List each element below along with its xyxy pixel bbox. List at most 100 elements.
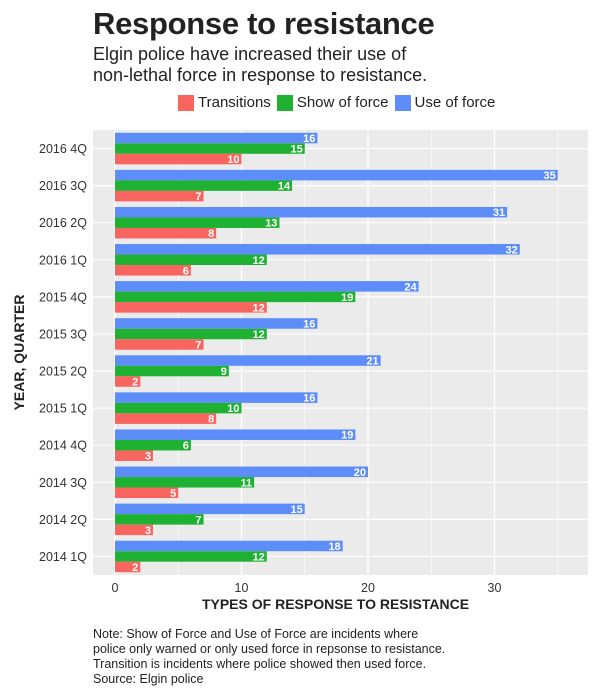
x-tick-label: 10 (235, 581, 249, 595)
bar-transitions-2014-2q (115, 524, 153, 536)
bars (115, 132, 558, 573)
bar-use-of-force-2014-1q (115, 540, 343, 552)
bar-show-of-force-2016-3q (115, 180, 293, 191)
data-label-show-of-force-2016-1q: 12 (253, 255, 265, 267)
bar-transitions-2015-4q (115, 302, 267, 313)
data-label-use-of-force-2015-2q: 21 (366, 356, 378, 368)
x-tick-label: 0 (112, 581, 119, 595)
bar-use-of-force-2015-3q (115, 318, 318, 329)
legend-label-use-of-force: Use of force (414, 94, 496, 111)
data-label-transitions-2014-2q: 3 (145, 525, 151, 537)
y-tick-label: 2014 1Q (39, 550, 87, 564)
plot-panel (93, 130, 588, 575)
bar-use-of-force-2016-4q (115, 132, 318, 144)
bar-use-of-force-2014-4q (115, 429, 356, 440)
y-tick-label: 2015 1Q (39, 402, 87, 416)
y-tick-label: 2016 4Q (39, 142, 87, 156)
bar-show-of-force-2014-4q (115, 439, 191, 451)
bar-transitions-2015-3q (115, 339, 204, 350)
bar-show-of-force-2016-1q (115, 254, 267, 266)
legend-item-show-of-force: Show of force (276, 94, 389, 111)
data-label-use-of-force-2015-4q: 24 (404, 281, 417, 293)
data-label-show-of-force-2016-4q: 15 (291, 144, 303, 156)
y-tick-label: 2014 2Q (39, 513, 87, 527)
bar-transitions-2016-4q (115, 153, 242, 165)
data-label-transitions-2016-1q: 6 (183, 265, 189, 277)
data-label-show-of-force-2015-4q: 19 (341, 292, 353, 304)
bar-show-of-force-2015-4q (115, 291, 356, 303)
x-tick-label: 20 (361, 581, 375, 595)
y-tick-label: 2016 3Q (39, 179, 87, 193)
chart-note: Note: Show of Force and Use of Force are… (93, 627, 446, 686)
bar-show-of-force-2015-3q (115, 328, 267, 340)
data-label-transitions-2015-4q: 12 (253, 302, 265, 314)
legend-item-use-of-force: Use of force (394, 94, 496, 111)
legend-label-transitions: Transitions (198, 94, 271, 111)
data-label-transitions-2016-4q: 10 (227, 154, 239, 166)
y-tick-labels: 2016 4Q 2016 3Q 2016 2Q 2016 1Q 2015 4Q 2015 … (39, 142, 87, 564)
data-label-transitions-2014-3q: 5 (170, 488, 176, 500)
bar-show-of-force-2015-1q (115, 402, 242, 414)
data-label-transitions-2015-2q: 2 (132, 377, 138, 389)
bar-transitions-2015-2q (115, 376, 141, 387)
bar-transitions-2016-1q (115, 265, 191, 276)
data-label-use-of-force-2014-4q: 19 (341, 430, 353, 442)
bar-show-of-force-2016-4q (115, 143, 305, 154)
legend-swatch-transitions (178, 94, 194, 111)
bar-transitions-2014-1q (115, 561, 141, 573)
bar-use-of-force-2015-4q (115, 281, 419, 292)
data-label-show-of-force-2016-3q: 14 (278, 181, 291, 193)
data-label-show-of-force-2014-3q: 11 (241, 477, 253, 489)
chart-subtitle: Elgin police have increased their use of… (93, 44, 428, 85)
legend-swatch-show-of-force (276, 94, 293, 111)
bar-use-of-force-2015-2q (115, 355, 381, 366)
data-label-show-of-force-2015-2q: 9 (221, 366, 227, 378)
bar-show-of-force-2015-2q (115, 365, 229, 377)
data-label-show-of-force-2014-1q: 12 (253, 551, 265, 563)
bar-show-of-force-2014-2q (115, 514, 204, 525)
legend-label-show-of-force: Show of force (296, 94, 389, 111)
y-tick-label: 2016 2Q (39, 216, 87, 230)
bar-use-of-force-2014-2q (115, 503, 305, 515)
y-tick-label: 2014 4Q (39, 439, 87, 453)
bar-show-of-force-2014-1q (115, 551, 267, 562)
data-label-show-of-force-2015-3q: 12 (253, 329, 265, 341)
data-label-transitions-2015-3q: 7 (195, 339, 201, 351)
data-label-transitions-2014-1q: 2 (132, 562, 138, 574)
bar-transitions-2015-1q (115, 413, 217, 424)
data-label-show-of-force-2014-4q: 6 (183, 440, 189, 452)
y-tick-label: 2016 1Q (39, 253, 87, 267)
data-label-use-of-force-2014-1q: 18 (328, 541, 340, 553)
y-tick-label: 2015 2Q (39, 365, 87, 379)
y-tick-label: 2015 3Q (39, 327, 87, 341)
data-label-use-of-force-2014-2q: 15 (291, 504, 303, 516)
data-label-use-of-force-2016-4q: 16 (303, 133, 315, 145)
data-label-show-of-force-2014-2q: 7 (195, 514, 201, 526)
x-axis-title: TYPES OF RESPONSE TO RESISTANCE (202, 596, 469, 612)
bar-use-of-force-2015-1q (115, 392, 318, 403)
bar-show-of-force-2016-2q (115, 217, 280, 228)
data-label-show-of-force-2016-2q: 13 (265, 218, 277, 230)
data-label-transitions-2014-4q: 3 (145, 451, 151, 463)
x-tick-labels: 0 10 20 30 (112, 581, 502, 595)
data-label-use-of-force-2015-1q: 16 (303, 393, 315, 405)
bar-transitions-2016-2q (115, 227, 217, 239)
bar-use-of-force-2016-2q (115, 206, 508, 218)
legend-item-transitions: Transitions (178, 94, 271, 111)
bar-transitions-2016-3q (115, 190, 204, 202)
legend-swatch-use-of-force (394, 94, 411, 111)
y-axis-title: YEAR, QUARTER (11, 295, 27, 411)
bar-use-of-force-2014-3q (115, 466, 368, 478)
data-label-use-of-force-2014-3q: 20 (354, 467, 366, 479)
data-label-use-of-force-2016-2q: 31 (493, 207, 505, 219)
bar-transitions-2014-4q (115, 450, 153, 461)
y-tick-label: 2015 4Q (39, 290, 87, 304)
x-tick-label: 30 (488, 581, 502, 595)
y-tick-label: 2014 3Q (39, 476, 87, 490)
data-label-transitions-2015-1q: 8 (208, 414, 214, 426)
bar-show-of-force-2014-3q (115, 477, 255, 488)
data-label-use-of-force-2016-3q: 35 (544, 170, 556, 182)
chart-title: Response to resistance (93, 6, 435, 41)
bar-transitions-2014-3q (115, 487, 179, 499)
